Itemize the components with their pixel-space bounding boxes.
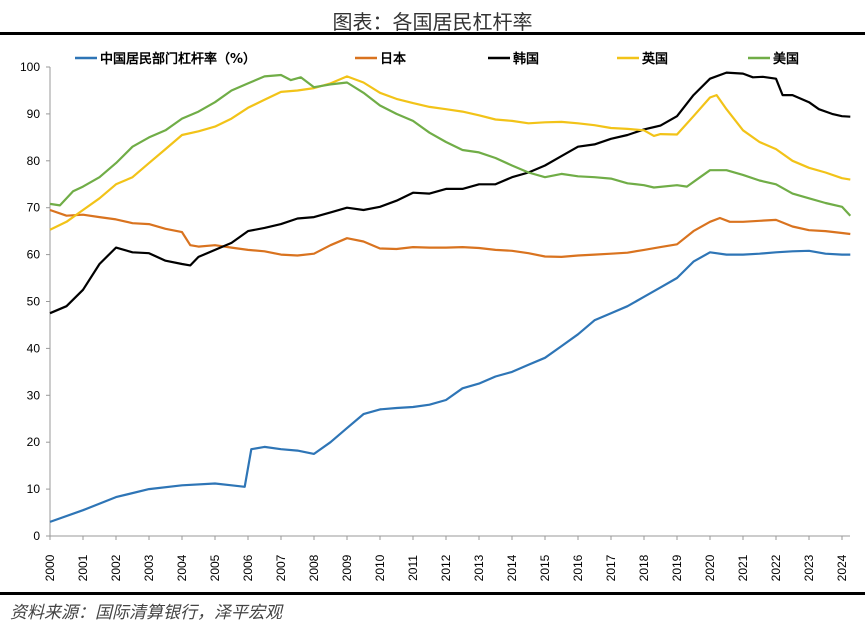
x-tick-label: 2015 bbox=[538, 554, 552, 581]
chart-title: 图表：各国居民杠杆率 bbox=[332, 10, 533, 34]
legend-label-3: 英国 bbox=[641, 51, 668, 67]
y-tick-label: 60 bbox=[27, 248, 41, 262]
series-line-2 bbox=[49, 71, 851, 315]
x-tick-label: 2016 bbox=[571, 554, 585, 581]
y-tick-label: 10 bbox=[27, 482, 41, 496]
series-line-1 bbox=[49, 208, 851, 258]
legend-label-1: 日本 bbox=[380, 51, 406, 67]
y-tick-label: 90 bbox=[27, 107, 41, 121]
x-tick-label: 2004 bbox=[175, 554, 189, 581]
x-tick-label: 2018 bbox=[637, 554, 651, 581]
x-tick-label: 2007 bbox=[274, 554, 288, 581]
x-tick-label: 2008 bbox=[307, 554, 321, 581]
legend-label-2: 韩国 bbox=[513, 51, 539, 67]
x-tick-label: 2021 bbox=[736, 554, 750, 581]
x-tick-label: 2002 bbox=[109, 554, 123, 581]
source-note: 资料来源：国际清算银行，泽平宏观 bbox=[10, 603, 282, 623]
y-tick-label: 0 bbox=[33, 529, 40, 543]
x-tick-label: 2011 bbox=[406, 555, 420, 581]
y-tick-label: 30 bbox=[27, 388, 41, 402]
series-line-0 bbox=[49, 249, 851, 523]
y-tick-label: 80 bbox=[27, 154, 41, 168]
x-tick-label: 2001 bbox=[76, 554, 90, 581]
x-tick-label: 2006 bbox=[241, 554, 255, 581]
y-tick-label: 100 bbox=[20, 60, 40, 74]
series-line-4 bbox=[49, 73, 852, 217]
x-tick-label: 2020 bbox=[703, 554, 717, 581]
x-tick-label: 2024 bbox=[835, 554, 849, 581]
x-tick-label: 2017 bbox=[604, 554, 618, 581]
y-tick-label: 40 bbox=[27, 341, 41, 355]
series-line-3 bbox=[49, 75, 851, 231]
x-tick-label: 2023 bbox=[802, 554, 816, 581]
x-tick-label: 2009 bbox=[340, 554, 354, 581]
bottom-rule bbox=[0, 592, 865, 595]
y-tick-label: 20 bbox=[27, 435, 41, 449]
x-tick-label: 2019 bbox=[670, 554, 684, 581]
x-tick-label: 2013 bbox=[472, 554, 486, 581]
legend-label-0: 中国居民部门杠杆率（%） bbox=[100, 51, 256, 67]
legend-label-4: 美国 bbox=[773, 51, 799, 67]
x-tick-label: 2010 bbox=[373, 554, 387, 581]
x-tick-label: 2000 bbox=[43, 554, 57, 581]
x-tick-label: 2003 bbox=[142, 554, 156, 581]
x-tick-label: 2014 bbox=[505, 554, 519, 581]
x-tick-label: 2022 bbox=[769, 554, 783, 581]
x-tick-label: 2012 bbox=[439, 554, 453, 581]
y-tick-label: 70 bbox=[27, 201, 41, 215]
x-tick-label: 2005 bbox=[208, 554, 222, 581]
top-rule bbox=[0, 32, 865, 35]
y-tick-label: 50 bbox=[27, 295, 41, 309]
